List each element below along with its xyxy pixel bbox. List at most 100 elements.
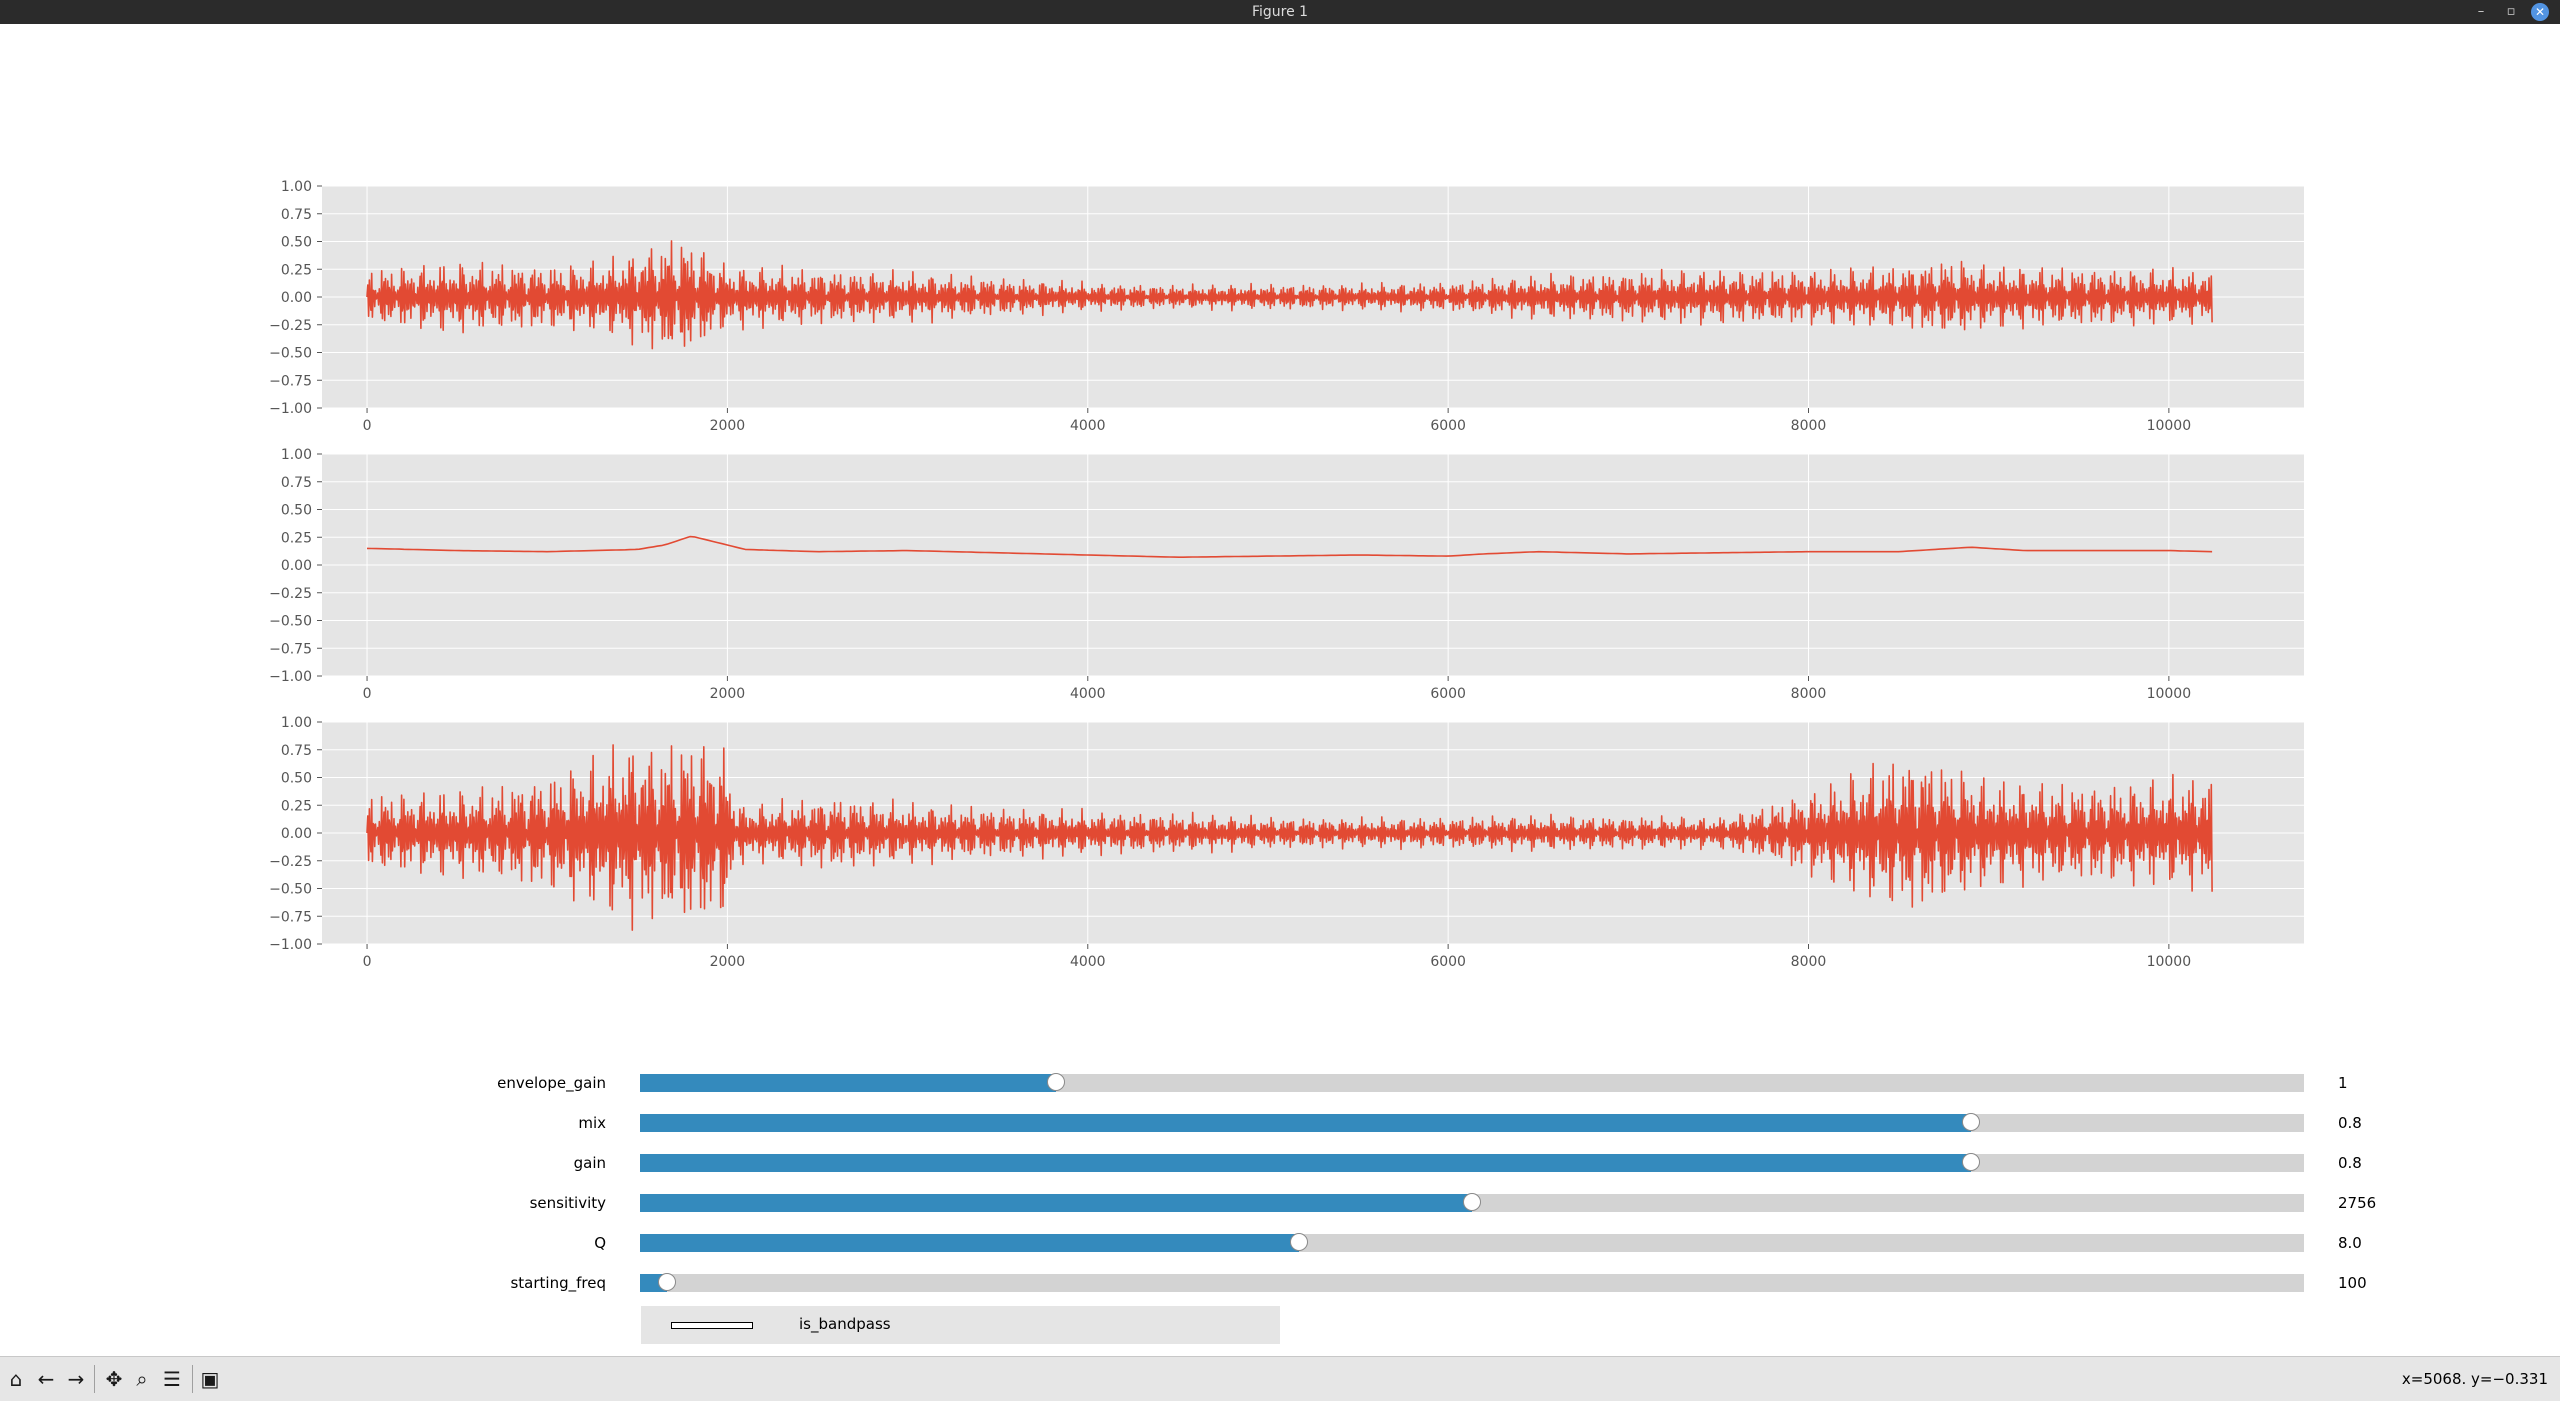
minimize-button[interactable]: – bbox=[2477, 4, 2485, 19]
y-tick-label: 0.25 bbox=[281, 798, 312, 814]
slider-value-mix: 0.8 bbox=[2338, 1114, 2362, 1132]
navigation-toolbar: ⌂ ← → ✥ ⌕ ☰ ▣ x=5068. y=−0.331 bbox=[0, 1356, 2560, 1401]
x-tick-label: 8000 bbox=[1791, 686, 1827, 702]
slider-fill bbox=[640, 1074, 1056, 1092]
slider-value-starting-freq: 100 bbox=[2338, 1274, 2367, 1292]
checkbox-panel[interactable]: is_bandpass bbox=[641, 1306, 1280, 1344]
y-tick-label: 0.25 bbox=[281, 530, 312, 546]
slider-q[interactable] bbox=[640, 1233, 2304, 1252]
y-tick-label: −0.75 bbox=[269, 641, 312, 657]
y-tick-label: −0.75 bbox=[269, 373, 312, 389]
slider-handle[interactable] bbox=[1289, 1233, 1308, 1251]
y-tick-label: −0.75 bbox=[269, 909, 312, 925]
slider-handle[interactable] bbox=[1962, 1113, 1981, 1131]
slider-handle[interactable] bbox=[1047, 1073, 1065, 1091]
x-tick-label: 0 bbox=[363, 418, 372, 434]
slider-label-envelope-gain: envelope_gain bbox=[497, 1074, 606, 1092]
axes-3: 1.00 0.75 0.50 0.25 0.00 −0.25 −0.50 −0.75 −1.00… bbox=[269, 715, 2304, 970]
y-tick-label: 0.75 bbox=[281, 207, 312, 223]
y-tick-label: −0.25 bbox=[269, 854, 312, 870]
y-tick-label: 0.25 bbox=[281, 262, 312, 278]
y-tick-label: −0.50 bbox=[269, 614, 312, 630]
x-tick-label: 0 bbox=[363, 686, 372, 702]
y-tick-label: 0.75 bbox=[281, 475, 312, 491]
y-tick-label: 1.00 bbox=[281, 179, 312, 195]
slider-fill bbox=[640, 1234, 1299, 1252]
y-tick-label: 1.00 bbox=[281, 447, 312, 463]
x-tick-label: 2000 bbox=[710, 418, 746, 434]
y-tick-label: −0.50 bbox=[269, 882, 312, 898]
x-tick-label: 8000 bbox=[1791, 954, 1827, 970]
forward-arrow-icon[interactable]: → bbox=[67, 1367, 85, 1391]
y-tick-label: −0.25 bbox=[269, 586, 312, 602]
x-tick-label: 4000 bbox=[1070, 418, 1106, 434]
slider-starting-freq[interactable] bbox=[640, 1273, 2304, 1292]
y-tick-label: 1.00 bbox=[281, 715, 312, 731]
slider-fill bbox=[640, 1114, 1972, 1132]
x-tick-label: 6000 bbox=[1430, 418, 1466, 434]
slider-label-gain: gain bbox=[573, 1154, 606, 1172]
slider-handle[interactable] bbox=[1463, 1193, 1481, 1211]
title-bar: Figure 1 – ▫ ✕ bbox=[0, 0, 2560, 24]
y-tick-label: 0.00 bbox=[281, 558, 312, 574]
x-tick-label: 0 bbox=[363, 954, 372, 970]
x-tick-label: 6000 bbox=[1430, 686, 1466, 702]
checkbox-label: is_bandpass bbox=[799, 1315, 891, 1333]
slider-label-mix: mix bbox=[578, 1114, 606, 1132]
y-tick-label: −1.00 bbox=[269, 937, 312, 953]
y-tick-label: 0.50 bbox=[281, 235, 312, 251]
axes-1: 1.00 0.75 0.50 0.25 0.00 −0.25 −0.50 −0.75 −1.00… bbox=[269, 179, 2304, 434]
pan-icon[interactable]: ✥ bbox=[105, 1367, 123, 1391]
x-tick-label: 2000 bbox=[710, 686, 746, 702]
toolbar-separator bbox=[192, 1365, 193, 1393]
series-line bbox=[366, 744, 2213, 931]
y-tick-label: 0.00 bbox=[281, 290, 312, 306]
y-tick-label: 0.50 bbox=[281, 503, 312, 519]
slider-value-q: 8.0 bbox=[2338, 1234, 2362, 1252]
maximize-button[interactable]: ▫ bbox=[2506, 4, 2516, 19]
back-arrow-icon[interactable]: ← bbox=[37, 1367, 55, 1391]
slider-value-sensitivity: 2756 bbox=[2338, 1194, 2377, 1212]
slider-handle[interactable] bbox=[1962, 1153, 1981, 1171]
slider-gain[interactable] bbox=[640, 1153, 2304, 1172]
zoom-icon[interactable]: ⌕ bbox=[136, 1367, 148, 1391]
window-title: Figure 1 bbox=[1251, 4, 1309, 20]
series-line bbox=[366, 535, 2213, 559]
y-tick-label: −1.00 bbox=[269, 401, 312, 417]
y-tick-label: 0.50 bbox=[281, 771, 312, 787]
toolbar-separator bbox=[94, 1365, 95, 1393]
close-button[interactable]: ✕ bbox=[2531, 3, 2549, 21]
slider-value-envelope-gain: 1 bbox=[2338, 1074, 2348, 1092]
slider-sensitivity[interactable] bbox=[640, 1193, 2304, 1212]
slider-mix[interactable] bbox=[640, 1113, 2304, 1132]
y-tick-label: 0.75 bbox=[281, 743, 312, 759]
x-tick-label: 10000 bbox=[2147, 418, 2192, 434]
figure-canvas[interactable]: 1.00 0.75 0.50 0.25 0.00 −0.25 −0.50 −0.75 −1.00… bbox=[0, 24, 2560, 1024]
x-tick-label: 8000 bbox=[1791, 418, 1827, 434]
x-tick-label: 4000 bbox=[1070, 954, 1106, 970]
subplots-icon[interactable]: ☰ bbox=[163, 1367, 181, 1391]
y-tick-label: −0.25 bbox=[269, 318, 312, 334]
slider-fill bbox=[640, 1154, 1972, 1172]
checkbox-is-bandpass[interactable] bbox=[671, 1322, 753, 1329]
save-icon[interactable]: ▣ bbox=[200, 1367, 220, 1391]
slider-label-starting-freq: starting_freq bbox=[510, 1274, 606, 1292]
slider-label-sensitivity: sensitivity bbox=[529, 1194, 606, 1212]
x-tick-label: 6000 bbox=[1430, 954, 1466, 970]
x-tick-label: 2000 bbox=[710, 954, 746, 970]
slider-handle[interactable] bbox=[657, 1273, 676, 1291]
coordinate-readout: x=5068. y=−0.331 bbox=[2401, 1370, 2548, 1388]
y-tick-label: 0.00 bbox=[281, 826, 312, 842]
y-tick-label: −0.50 bbox=[269, 346, 312, 362]
x-tick-label: 10000 bbox=[2147, 686, 2192, 702]
slider-value-gain: 0.8 bbox=[2338, 1154, 2362, 1172]
slider-fill bbox=[640, 1194, 1472, 1212]
home-icon[interactable]: ⌂ bbox=[9, 1367, 23, 1391]
series-line bbox=[366, 240, 2213, 350]
x-tick-label: 4000 bbox=[1070, 686, 1106, 702]
x-tick-label: 10000 bbox=[2147, 954, 2192, 970]
slider-envelope-gain[interactable] bbox=[640, 1073, 2304, 1092]
axes-2: 1.00 0.75 0.50 0.25 0.00 −0.25 −0.50 −0.75 −1.00… bbox=[269, 447, 2304, 702]
y-tick-label: −1.00 bbox=[269, 669, 312, 685]
slider-label-q: Q bbox=[594, 1234, 606, 1252]
